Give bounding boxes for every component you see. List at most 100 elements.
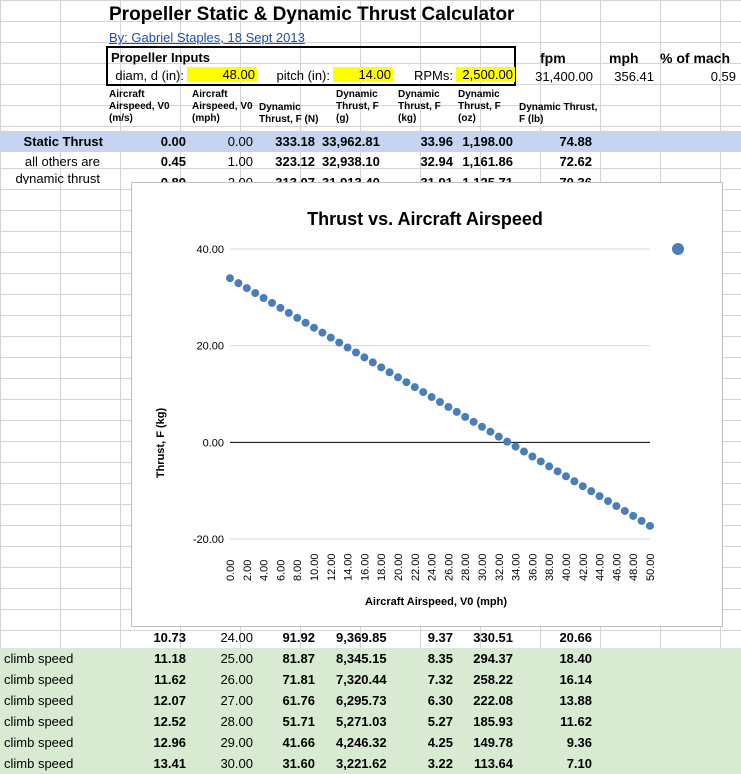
- cell-oz[interactable]: 222.08: [473, 693, 513, 708]
- cell-lb[interactable]: 13.88: [559, 693, 592, 708]
- cell-mph[interactable]: 2.00: [227, 175, 253, 184]
- cell-mph[interactable]: 26.00: [220, 672, 253, 687]
- cell-kg[interactable]: 5.27: [427, 714, 453, 729]
- data-point: [427, 393, 436, 402]
- x-tick-label: 4.00: [259, 560, 271, 581]
- cell-oz[interactable]: 113.64: [473, 756, 513, 771]
- x-tick-label: 46.00: [611, 553, 623, 581]
- data-point: [494, 432, 503, 441]
- cell-n[interactable]: 333.18: [275, 134, 315, 149]
- cell-n[interactable]: 91.92: [282, 630, 315, 645]
- y-tick-label: 20.00: [196, 341, 224, 353]
- cell-lb[interactable]: 9.36: [566, 735, 592, 750]
- cell-g[interactable]: 9,369.85: [336, 630, 387, 645]
- table-row[interactable]: all others are 0.45 1.00 323.12 32,938.1…: [0, 151, 741, 172]
- data-point: [251, 289, 260, 298]
- cell-mph[interactable]: 25.00: [220, 651, 253, 666]
- col-header-lb: Dynamic Thrust, F (lb): [519, 102, 598, 125]
- x-axis-label: Aircraft Airspeed, V0 (mph): [365, 596, 507, 608]
- cell-kg[interactable]: 9.37: [427, 630, 453, 645]
- cell-g[interactable]: 5,271.03: [336, 714, 387, 729]
- cell-mph[interactable]: 28.00: [220, 714, 253, 729]
- pitch-input[interactable]: 14.00: [333, 67, 393, 82]
- cell-lb[interactable]: 11.62: [560, 714, 592, 729]
- table-row[interactable]: dynamic thrust 0.89 2.00 313.07 31,913.4…: [0, 170, 741, 184]
- y-tick-label: 0.00: [203, 437, 224, 449]
- x-tick-label: 12.00: [326, 553, 338, 581]
- cell-mph[interactable]: 27.00: [220, 693, 253, 708]
- table-row[interactable]: climb speed 12.96 29.00 41.66 4,246.32 4…: [0, 732, 741, 753]
- cell-n[interactable]: 71.81: [282, 672, 315, 687]
- x-tick-label: 40.00: [561, 553, 573, 581]
- cell-ms[interactable]: 13.41: [153, 756, 186, 771]
- cell-lb[interactable]: 20.66: [559, 630, 592, 645]
- cell-ms[interactable]: 0.89: [160, 175, 186, 184]
- cell-n[interactable]: 31.60: [282, 756, 315, 771]
- cell-n[interactable]: 61.76: [282, 693, 315, 708]
- cell-kg[interactable]: 8.35: [427, 651, 453, 666]
- cell-kg[interactable]: 31.91: [420, 175, 453, 184]
- mach-label: % of mach: [660, 50, 731, 66]
- cell-g[interactable]: 31,913.40: [322, 175, 380, 184]
- cell-n[interactable]: 313.07: [275, 175, 315, 184]
- table-row[interactable]: climb speed 12.52 28.00 51.71 5,271.03 5…: [0, 711, 741, 732]
- table-row[interactable]: climb speed 11.18 25.00 81.87 8,345.15 8…: [0, 648, 741, 669]
- cell-oz[interactable]: 1,125.71: [462, 175, 513, 184]
- cell-lb[interactable]: 70.36: [559, 175, 592, 184]
- cell-ms[interactable]: 0.45: [160, 154, 186, 169]
- cell-mph[interactable]: 1.00: [227, 154, 253, 169]
- cell-kg[interactable]: 33.96: [420, 134, 453, 149]
- cell-kg[interactable]: 3.22: [427, 756, 453, 771]
- cell-ms[interactable]: 0.00: [160, 134, 186, 149]
- cell-oz[interactable]: 185.93: [473, 714, 513, 729]
- climb-speed-label: climb speed: [4, 756, 74, 771]
- cell-mph[interactable]: 29.00: [220, 735, 253, 750]
- cell-kg[interactable]: 32.94: [420, 154, 453, 169]
- cell-oz[interactable]: 258.22: [473, 672, 513, 687]
- cell-g[interactable]: 7,320.44: [336, 672, 387, 687]
- author-link[interactable]: By: Gabriel Staples, 18 Sept 2013: [109, 30, 305, 45]
- cell-mph[interactable]: 30.00: [220, 756, 253, 771]
- cell-lb[interactable]: 18.40: [559, 651, 592, 666]
- y-axis-label: Thrust, F (kg): [155, 408, 167, 479]
- table-row[interactable]: climb speed 12.07 27.00 61.76 6,295.73 6…: [0, 690, 741, 711]
- cell-ms[interactable]: 10.73: [153, 630, 186, 645]
- table-row[interactable]: climb speed 11.62 26.00 71.81 7,320.44 7…: [0, 669, 741, 690]
- table-row[interactable]: Static Thrust 0.00 0.00 333.18 33,962.81…: [0, 131, 741, 152]
- thrust-chart[interactable]: Thrust vs. Aircraft Airspeed Thrust, F (…: [131, 182, 723, 627]
- cell-ms[interactable]: 12.52: [153, 714, 186, 729]
- cell-g[interactable]: 4,246.32: [336, 735, 387, 750]
- cell-n[interactable]: 51.71: [282, 714, 315, 729]
- cell-n[interactable]: 81.87: [282, 651, 315, 666]
- cell-oz[interactable]: 294.37: [473, 651, 513, 666]
- cell-n[interactable]: 323.12: [275, 154, 315, 169]
- cell-oz[interactable]: 1,161.86: [462, 154, 513, 169]
- cell-lb[interactable]: 7.10: [566, 756, 592, 771]
- cell-ms[interactable]: 12.96: [153, 735, 186, 750]
- cell-g[interactable]: 8,345.15: [336, 651, 387, 666]
- cell-g[interactable]: 3,221.62: [336, 756, 387, 771]
- cell-lb[interactable]: 74.88: [559, 134, 592, 149]
- diam-input[interactable]: 48.00: [187, 67, 257, 82]
- cell-g[interactable]: 33,962.81: [322, 134, 380, 149]
- cell-lb[interactable]: 72.62: [559, 154, 592, 169]
- cell-oz[interactable]: 330.51: [473, 630, 513, 645]
- rpm-input[interactable]: 2,500.00: [456, 67, 515, 82]
- col-header-oz: Dynamic Thrust, F (oz): [458, 89, 501, 124]
- cell-mph[interactable]: 24.00: [220, 630, 253, 645]
- table-row[interactable]: climb speed 13.41 30.00 31.60 3,221.62 3…: [0, 753, 741, 774]
- cell-oz[interactable]: 149.78: [473, 735, 513, 750]
- cell-ms[interactable]: 11.62: [154, 672, 186, 687]
- cell-ms[interactable]: 11.18: [154, 651, 186, 666]
- cell-g[interactable]: 32,938.10: [322, 154, 380, 169]
- cell-n[interactable]: 41.66: [282, 735, 315, 750]
- table-row[interactable]: 10.73 24.00 91.92 9,369.85 9.37 330.51 2…: [0, 627, 741, 648]
- cell-oz[interactable]: 1,198.00: [462, 134, 513, 149]
- cell-ms[interactable]: 12.07: [153, 693, 186, 708]
- cell-kg[interactable]: 4.25: [427, 735, 453, 750]
- cell-lb[interactable]: 16.14: [559, 672, 592, 687]
- cell-mph[interactable]: 0.00: [227, 134, 253, 149]
- cell-kg[interactable]: 7.32: [427, 672, 453, 687]
- cell-kg[interactable]: 6.30: [427, 693, 453, 708]
- cell-g[interactable]: 6,295.73: [336, 693, 387, 708]
